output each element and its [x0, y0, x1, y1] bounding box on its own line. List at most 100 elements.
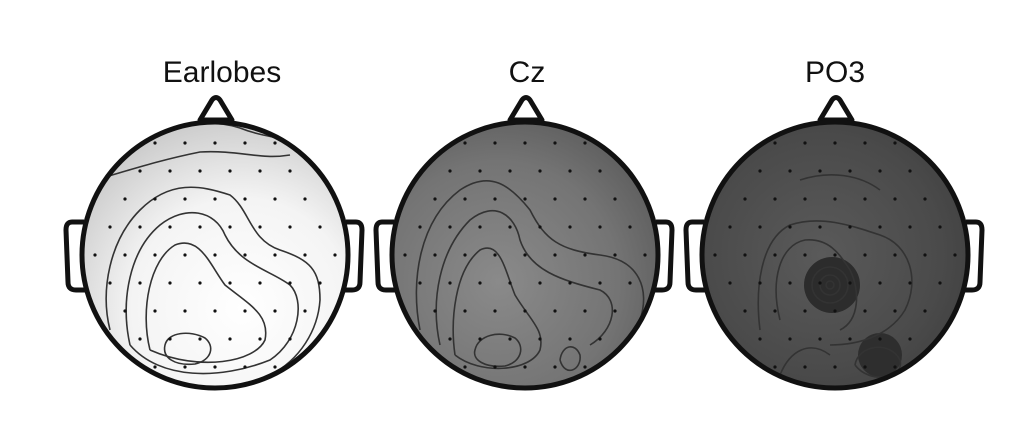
electrode [228, 281, 232, 285]
electrode [418, 281, 422, 285]
electrode [478, 225, 482, 229]
electrode [893, 309, 897, 313]
electrode [213, 253, 217, 257]
electrode [728, 225, 732, 229]
electrode [893, 141, 897, 145]
electrode [773, 141, 777, 145]
electrode [228, 225, 232, 229]
electrode [818, 225, 822, 229]
electrode [863, 197, 867, 201]
electrode [598, 281, 602, 285]
electrode [758, 225, 762, 229]
electrode [303, 253, 307, 257]
panel-title: Cz [509, 56, 546, 89]
electrode [523, 309, 527, 313]
electrode [243, 141, 247, 145]
electrode [818, 281, 822, 285]
electrode [183, 365, 187, 369]
electrode [893, 253, 897, 257]
electrode [333, 253, 337, 257]
electrode [758, 337, 762, 341]
electrode [508, 169, 512, 173]
electrode [213, 141, 217, 145]
electrode [788, 337, 792, 341]
electrode [303, 309, 307, 313]
contours [415, 179, 645, 372]
electrode [713, 253, 717, 257]
electrode [523, 197, 527, 201]
electrode [788, 225, 792, 229]
electrode [153, 309, 157, 313]
electrode [568, 169, 572, 173]
electrode [138, 337, 142, 341]
electrode [258, 169, 262, 173]
electrode [863, 309, 867, 313]
electrode [418, 225, 422, 229]
electrode [893, 365, 897, 369]
electrode [123, 253, 127, 257]
electrode [168, 337, 172, 341]
electrode [433, 309, 437, 313]
electrode [123, 197, 127, 201]
electrode [743, 253, 747, 257]
electrode [773, 365, 777, 369]
electrode [168, 169, 172, 173]
electrode [153, 253, 157, 257]
electrode [448, 337, 452, 341]
scalp-map-minimum [858, 333, 902, 377]
electrode [493, 141, 497, 145]
electrode [183, 309, 187, 313]
electrode [123, 309, 127, 313]
electrode [923, 309, 927, 313]
electrode [183, 253, 187, 257]
topomap-po3: PO3 [683, 56, 985, 391]
electrode [448, 281, 452, 285]
electrode [908, 281, 912, 285]
electrode [878, 225, 882, 229]
electrode [938, 225, 942, 229]
electrode [743, 197, 747, 201]
panel-title: PO3 [805, 56, 865, 89]
electrode [863, 365, 867, 369]
electrode [183, 197, 187, 201]
electrode [728, 281, 732, 285]
electrode [243, 365, 247, 369]
electrode [303, 197, 307, 201]
electrode [803, 197, 807, 201]
electrode [893, 197, 897, 201]
electrode [478, 169, 482, 173]
electrode [228, 169, 232, 173]
electrode [168, 225, 172, 229]
electrode [273, 253, 277, 257]
electrode [803, 309, 807, 313]
electrode [198, 169, 202, 173]
electrode [433, 253, 437, 257]
electrode [953, 253, 957, 257]
electrode [273, 365, 277, 369]
electrode [243, 197, 247, 201]
electrode [493, 197, 497, 201]
electrode [553, 253, 557, 257]
electrode [198, 225, 202, 229]
electrode [183, 141, 187, 145]
electrode [318, 225, 322, 229]
electrode [463, 309, 467, 313]
electrode [833, 309, 837, 313]
electrode [908, 169, 912, 173]
electrode [583, 309, 587, 313]
electrode [523, 365, 527, 369]
electrode [478, 281, 482, 285]
electrode [448, 225, 452, 229]
electrode [288, 337, 292, 341]
electrode [568, 337, 572, 341]
electrode [538, 281, 542, 285]
electrode [613, 197, 617, 201]
electrode [553, 309, 557, 313]
electrode [538, 225, 542, 229]
electrode [743, 309, 747, 313]
electrode [138, 225, 142, 229]
electrode [213, 309, 217, 313]
electrode [523, 141, 527, 145]
electrode [848, 225, 852, 229]
